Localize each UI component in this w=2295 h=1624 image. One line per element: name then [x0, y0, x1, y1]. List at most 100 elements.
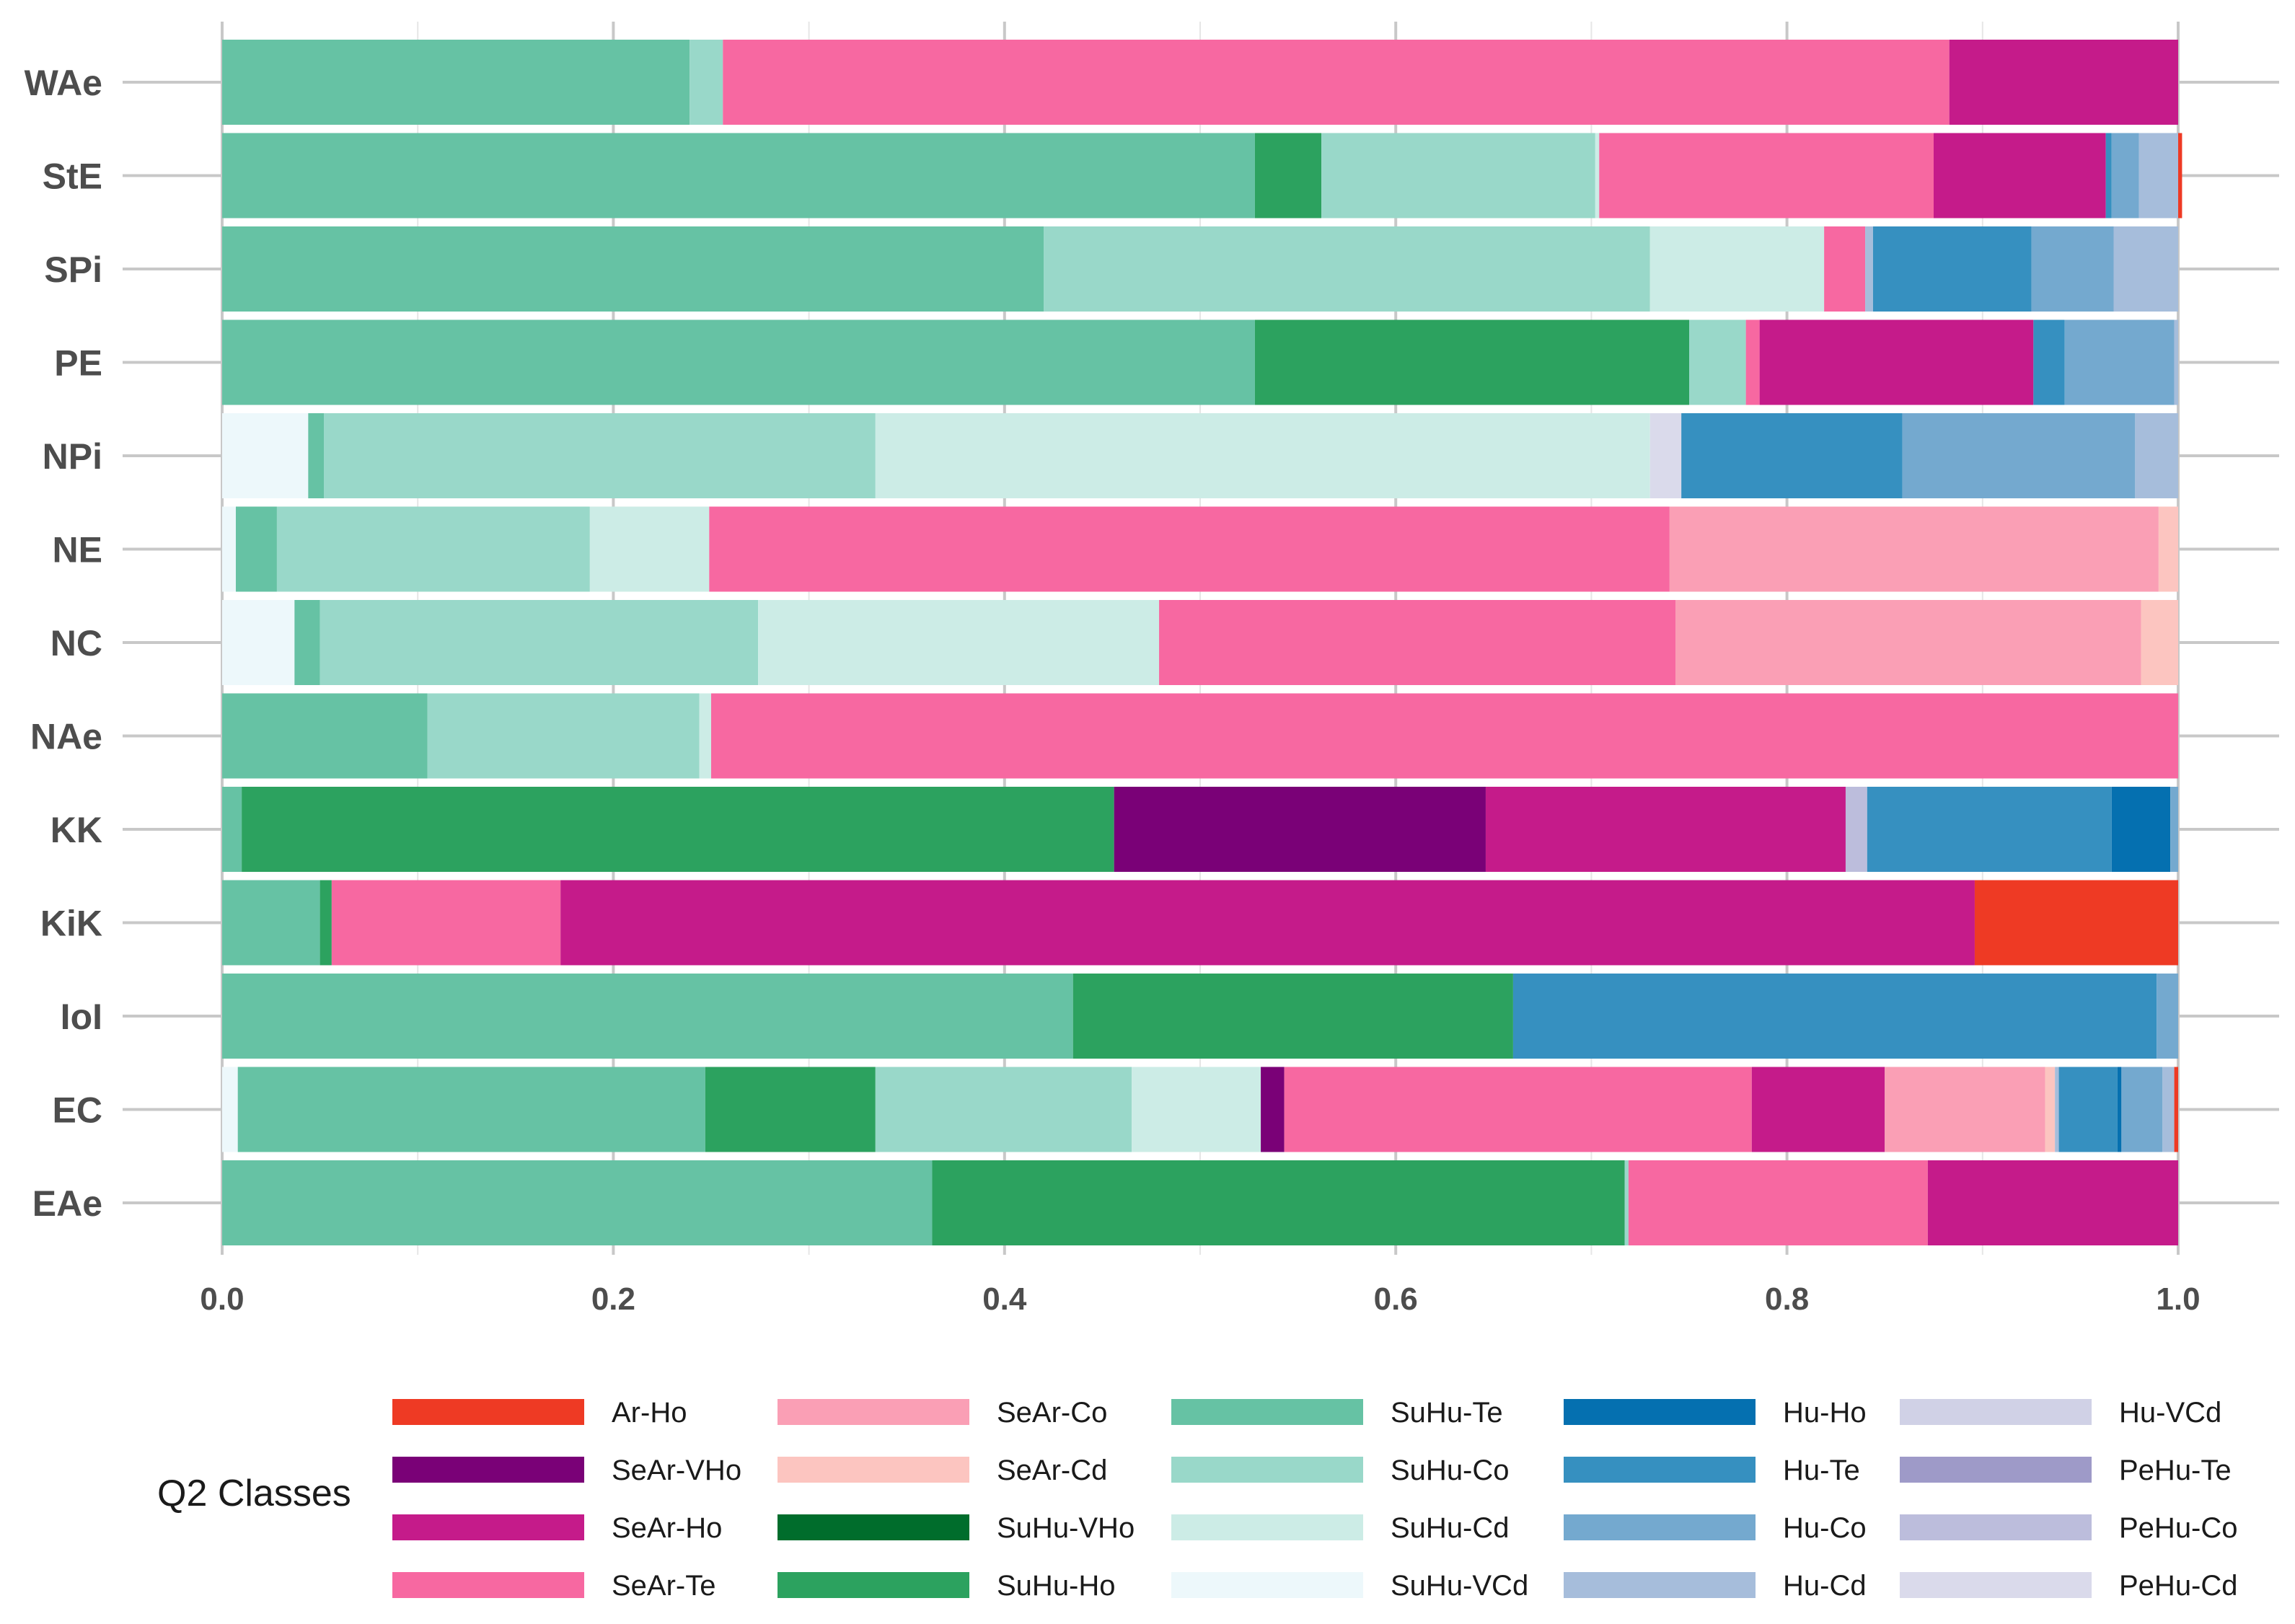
bar-segment-EC-SuHu-Te: EC · SuHu-Te — [237, 1067, 705, 1152]
legend-label-Hu-Co: Hu-Co — [1783, 1512, 1867, 1544]
y-axis-label: NAe — [30, 717, 102, 757]
bar-segment-KK-SuHu-Te: KK · SuHu-Te — [222, 787, 242, 872]
x-tick-label: 0.6 — [1374, 1281, 1418, 1317]
bar-segment-NE-SeAr-Co: NE · SeAr-Co — [1669, 506, 2159, 592]
bar-segment-KiK-Ar-Ho: KiK · Ar-Ho — [1974, 880, 2178, 966]
bar-segment-StE-Hu-Te: StE · Hu-Te — [2105, 133, 2112, 219]
bar-segment-StE-Hu-Cd: StE · Hu-Cd — [2138, 133, 2178, 219]
bar-segment-EAe-SuHu-Ho: EAe · SuHu-Ho — [932, 1160, 1625, 1245]
x-tick-label: 0.2 — [591, 1281, 635, 1317]
legend-swatch-PeHu-Te — [1900, 1457, 2092, 1483]
y-axis-label: EAe — [32, 1183, 102, 1224]
legend-swatch-SuHu-Cd — [1171, 1514, 1363, 1540]
bar-segment-SPi-SeAr-Te: SPi · SeAr-Te — [1824, 226, 1866, 312]
bar-segment-StE-SeAr-Te: StE · SeAr-Te — [1599, 133, 1934, 219]
legend-label-Ar-Ho: Ar-Ho — [612, 1397, 687, 1429]
y-axis-label: WAe — [25, 63, 102, 103]
bar-segment-EC-SeAr-Cd: EC · SeAr-Cd — [2045, 1067, 2056, 1152]
bar-segment-NC-SeAr-Cd: NC · SeAr-Cd — [2141, 600, 2178, 685]
bar-segment-EC-SeAr-Te: EC · SeAr-Te — [1284, 1067, 1752, 1152]
bar-segment-PE-SuHu-Ho: PE · SuHu-Ho — [1254, 319, 1689, 405]
legend-label-SeAr-Ho: SeAr-Ho — [612, 1512, 722, 1544]
bar-segment-PE-SuHu-Co: PE · SuHu-Co — [1689, 319, 1746, 405]
legend-swatch-SuHu-VHo — [778, 1514, 969, 1540]
bar-segment-SPi-Hu-Cd: SPi · Hu-Cd — [2113, 226, 2178, 312]
legend-label-PeHu-Co: PeHu-Co — [2119, 1512, 2238, 1544]
bar-segment-StE-SeAr-Ho: StE · SeAr-Ho — [1934, 133, 2106, 219]
bar-segment-KK-Hu-Te: KK · Hu-Te — [1867, 787, 2112, 872]
bar-segment-EC-SuHu-Cd: EC · SuHu-Cd — [1132, 1067, 1261, 1152]
legend-swatch-SuHu-Co — [1171, 1457, 1363, 1483]
legend-label-SeAr-Te: SeAr-Te — [612, 1570, 716, 1602]
x-axis-labels: 0.0 0.2 0.4 0.6 0.8 1.0 — [200, 1281, 2200, 1317]
bar-segment-NAe-SuHu-Co: NAe · SuHu-Co — [427, 693, 700, 779]
legend-label-SeAr-VHo: SeAr-VHo — [612, 1455, 741, 1486]
bar-segment-KiK-SuHu-Te: KiK · SuHu-Te — [222, 880, 320, 966]
y-axis-label: EC — [53, 1090, 102, 1131]
bar-segment-NPi-SuHu-VCd: NPi · SuHu-VCd — [222, 413, 309, 498]
legend-label-SeAr-Co: SeAr-Co — [997, 1397, 1107, 1429]
bar-segment-PE-Hu-Co: PE · Hu-Co — [2064, 319, 2175, 405]
bar-segment-NE-SeAr-Te: NE · SeAr-Te — [709, 506, 1670, 592]
legend-label-SuHu-VHo: SuHu-VHo — [997, 1512, 1135, 1544]
bar-segment-NE-SuHu-Cd: NE · SuHu-Cd — [589, 506, 710, 592]
bar-segment-StE-Hu-Co: StE · Hu-Co — [2111, 133, 2139, 219]
bar-segment-NPi-SuHu-Te: NPi · SuHu-Te — [308, 413, 325, 498]
legend-label-PeHu-Te: PeHu-Te — [2119, 1455, 2232, 1486]
bar-segment-EC-SeAr-VHo: EC · SeAr-VHo — [1261, 1067, 1285, 1152]
bar-segment-EC-SuHu-VCd: EC · SuHu-VCd — [222, 1067, 238, 1152]
bar-segment-NAe-SuHu-Te: NAe · SuHu-Te — [222, 693, 428, 779]
bar-segment-SPi-SuHu-Co: SPi · SuHu-Co — [1044, 226, 1650, 312]
bar-segment-StE-SuHu-Te: StE · SuHu-Te — [222, 133, 1255, 219]
bar-segment-NPi-Hu-Te: NPi · Hu-Te — [1681, 413, 1903, 498]
legend: Q2 Classes Ar-Ho SeAr-VHo SeAr-Ho SeAr-Te Se… — [157, 1397, 2238, 1602]
bar-segment-KK-SeAr-Ho: KK · SeAr-Ho — [1485, 787, 1846, 872]
x-tick-label: 0.0 — [200, 1281, 244, 1317]
bar-segment-KK-Hu-Ho: KK · Hu-Ho — [2111, 787, 2171, 872]
x-tick-label: 0.8 — [1765, 1281, 1809, 1317]
y-axis-label: SPi — [44, 250, 102, 290]
legend-label-SuHu-Ho: SuHu-Ho — [997, 1570, 1116, 1602]
bar-segment-PE-Hu-Te: PE · Hu-Te — [2033, 319, 2065, 405]
y-axis-label: NC — [50, 623, 102, 663]
bar-segment-KK-Hu-Co: KK · Hu-Co — [2170, 787, 2178, 872]
legend-swatch-PeHu-Cd — [1900, 1572, 2092, 1598]
bar-segment-NE-SuHu-Te: NE · SuHu-Te — [235, 506, 277, 592]
legend-swatch-SuHu-Te — [1171, 1399, 1363, 1425]
bar-segment-PE-SeAr-Te: PE · SeAr-Te — [1745, 319, 1760, 405]
y-axis-label: KiK — [40, 904, 102, 944]
bar-segment-WAe-SuHu-Co: WAe · SuHu-Co — [690, 40, 723, 125]
bars-area: WAe · SuHu-TeWAe · SuHu-CoWAe · SeAr-TeW… — [222, 40, 2182, 1245]
bar-segment-NPi-PeHu-Cd: NPi · PeHu-Cd — [1649, 413, 1682, 498]
legend-label-SuHu-Te: SuHu-Te — [1391, 1397, 1503, 1429]
bar-segment-NE-SeAr-Cd: NE · SeAr-Cd — [2158, 506, 2178, 592]
bar-segment-SPi-SuHu-Te: SPi · SuHu-Te — [222, 226, 1044, 312]
legend-title: Q2 Classes — [157, 1473, 351, 1514]
bar-segment-SPi-Hu-Cd: SPi · Hu-Cd — [1865, 226, 1873, 312]
bar-segment-NPi-Hu-Cd: NPi · Hu-Cd — [2135, 413, 2178, 498]
bar-segment-NAe-SeAr-Te: NAe · SeAr-Te — [711, 693, 2178, 779]
bar-segment-KK-SeAr-VHo: KK · SeAr-VHo — [1114, 787, 1486, 872]
bar-segment-EC-Ar-Ho: EC · Ar-Ho — [2174, 1067, 2178, 1152]
legend-label-Hu-Cd: Hu-Cd — [1783, 1570, 1867, 1602]
bar-segment-EC-SuHu-Ho: EC · SuHu-Ho — [705, 1067, 876, 1152]
bar-segment-EAe-SuHu-Co: EAe · SuHu-Co — [1624, 1160, 1629, 1245]
bar-segment-NPi-Hu-Co: NPi · Hu-Co — [1902, 413, 2136, 498]
legend-swatch-Hu-Cd — [1564, 1572, 1756, 1598]
legend-label-PeHu-Cd: PeHu-Cd — [2119, 1570, 2238, 1602]
bar-segment-StE-SuHu-Cd: StE · SuHu-Cd — [1595, 133, 1600, 219]
bar-segment-WAe-SeAr-Ho: WAe · SeAr-Ho — [1949, 40, 2178, 125]
bar-segment-EAe-SeAr-Ho: EAe · SeAr-Ho — [1927, 1160, 2178, 1245]
bar-segment-EAe-SuHu-Te: EAe · SuHu-Te — [222, 1160, 933, 1245]
x-tick-label: 1.0 — [2156, 1281, 2200, 1317]
legend-swatch-SeAr-Te — [392, 1572, 584, 1598]
bar-segment-KK-SuHu-Ho: KK · SuHu-Ho — [242, 787, 1114, 872]
legend-label-Hu-Ho: Hu-Ho — [1783, 1397, 1867, 1429]
legend-swatch-PeHu-Co — [1900, 1514, 2092, 1540]
bar-segment-IoI-Hu-Te: IoI · Hu-Te — [1512, 974, 2157, 1059]
legend-swatch-Ar-Ho — [392, 1399, 584, 1425]
legend-label-SuHu-VCd: SuHu-VCd — [1391, 1570, 1528, 1602]
bar-segment-KiK-SuHu-Ho: KiK · SuHu-Ho — [320, 880, 332, 966]
bar-segment-NPi-SuHu-Co: NPi · SuHu-Co — [324, 413, 876, 498]
